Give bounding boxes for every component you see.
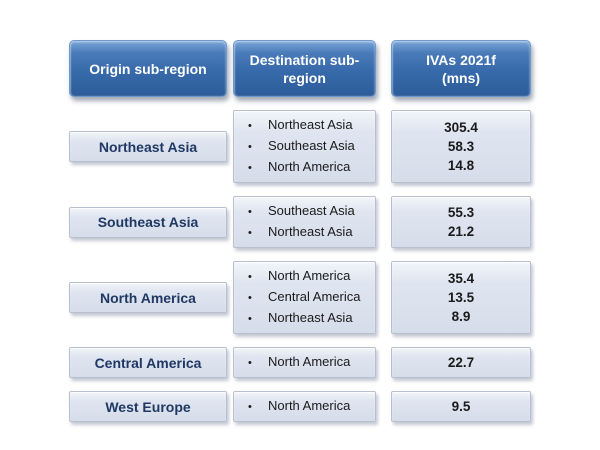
origin-cell: Southeast Asia [69, 196, 227, 248]
destination-label: Northeast Asia [268, 224, 353, 239]
bullet-icon: • [248, 401, 252, 413]
destination-box: • Northeast Asia • Southeast Asia • North A… [233, 110, 376, 183]
header-destination-sub-region: Destination sub-region [233, 40, 376, 97]
bullet-icon: • [248, 292, 252, 304]
iva-value: 14.8 [447, 158, 475, 173]
destination-box: • North America [233, 347, 376, 378]
iva-value: 9.5 [451, 399, 471, 414]
bullet-icon: • [248, 357, 252, 369]
table-row: West Europe • North America 9.5 [69, 391, 531, 422]
bullet-icon: • [248, 313, 252, 325]
values-box: 305.4 58.3 14.8 [391, 110, 531, 183]
origin-cell: Central America [69, 347, 227, 378]
destination-label: North America [268, 398, 351, 413]
origin-box: Central America [69, 347, 227, 378]
destination-label: North America [268, 159, 351, 174]
values-box: 9.5 [391, 391, 531, 422]
destination-label: Northeast Asia [268, 310, 353, 325]
destination-box: • Southeast Asia • Northeast Asia [233, 196, 376, 248]
origin-cell: North America [69, 261, 227, 334]
header-origin-sub-region: Origin sub-region [69, 40, 227, 97]
header-row: Origin sub-region Destination sub-region… [69, 40, 531, 97]
destination-box: • North America [233, 391, 376, 422]
bullet-icon: • [248, 227, 252, 239]
iva-value: 8.9 [451, 309, 471, 324]
table-row: Central America • North America 22.7 [69, 347, 531, 378]
destination-label: Central America [268, 289, 361, 304]
origin-box: Northeast Asia [69, 131, 227, 162]
iva-value: 58.3 [447, 139, 475, 154]
iva-value: 13.5 [447, 290, 475, 305]
values-box: 35.4 13.5 8.9 [391, 261, 531, 334]
destination-item: • North America [248, 352, 371, 373]
origin-box: Southeast Asia [69, 206, 227, 238]
table-row: North America • North America • Central Am… [69, 261, 531, 334]
destination-item: • Northeast Asia [248, 115, 371, 136]
origin-box: North America [69, 282, 227, 313]
destination-label: Southeast Asia [268, 138, 355, 153]
bullet-icon: • [248, 271, 252, 283]
bullet-icon: • [248, 206, 252, 218]
destination-label: North America [268, 268, 351, 283]
destination-item: • North America [248, 157, 371, 178]
destination-box: • North America • Central America • Northea… [233, 261, 376, 334]
values-box: 55.3 21.2 [391, 196, 531, 248]
bullet-icon: • [248, 120, 252, 132]
destination-item: • Northeast Asia [248, 308, 371, 329]
iva-value: 305.4 [444, 120, 478, 135]
destination-item: • Northeast Asia [248, 222, 371, 243]
origin-cell: Northeast Asia [69, 110, 227, 183]
destination-item: • Central America [248, 287, 371, 308]
bullet-icon: • [248, 141, 252, 153]
origin-destination-table: Origin sub-region Destination sub-region… [69, 40, 531, 422]
table-row: Northeast Asia • Northeast Asia • Southeas… [69, 110, 531, 183]
origin-cell: West Europe [69, 391, 227, 422]
iva-value: 22.7 [447, 355, 475, 370]
destination-label: North America [268, 354, 351, 369]
values-box: 22.7 [391, 347, 531, 378]
bullet-icon: • [248, 162, 252, 174]
table-row: Southeast Asia • Southeast Asia • Northeas… [69, 196, 531, 248]
destination-item: • Southeast Asia [248, 201, 371, 222]
destination-item: • North America [248, 396, 371, 417]
origin-box: West Europe [69, 391, 227, 422]
header-ivas-2021f: IVAs 2021f (mns) [391, 40, 531, 97]
iva-value: 35.4 [447, 271, 475, 286]
destination-item: • Southeast Asia [248, 136, 371, 157]
iva-value: 55.3 [447, 205, 475, 220]
destination-label: Southeast Asia [268, 203, 355, 218]
destination-item: • North America [248, 266, 371, 287]
destination-label: Northeast Asia [268, 117, 353, 132]
iva-value: 21.2 [447, 224, 475, 239]
